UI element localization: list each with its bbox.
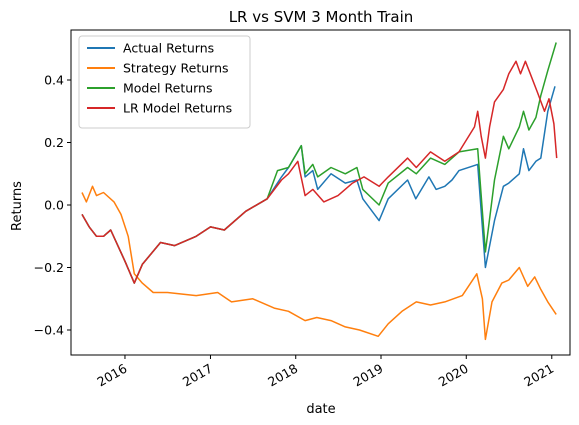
y-tick-label: 0.2 bbox=[44, 135, 64, 150]
y-tick-label: 0.0 bbox=[44, 198, 64, 213]
series-lines bbox=[81, 42, 558, 341]
series-line-strategy-returns bbox=[81, 185, 557, 341]
legend-label: Model Returns bbox=[123, 81, 213, 96]
y-axis-label: Returns bbox=[10, 181, 25, 231]
chart-title: LR vs SVM 3 Month Train bbox=[229, 8, 414, 26]
legend-label: LR Model Returns bbox=[123, 101, 232, 116]
y-tick-label: 0.4 bbox=[44, 73, 64, 88]
y-axis: −0.4 −0.2 0.0 0.2 0.4 bbox=[34, 73, 71, 338]
legend-label: Actual Returns bbox=[123, 41, 214, 56]
y-tick-label: −0.2 bbox=[34, 260, 64, 275]
legend-box bbox=[78, 35, 251, 129]
series-line-lr-model-returns bbox=[81, 60, 558, 284]
y-tick-label: −0.4 bbox=[34, 323, 64, 338]
legend: Actual Returns Strategy Returns Model Retu… bbox=[78, 35, 251, 129]
x-axis-label: date bbox=[306, 402, 335, 417]
legend-label: Strategy Returns bbox=[123, 61, 229, 76]
plot-frame bbox=[70, 29, 571, 356]
